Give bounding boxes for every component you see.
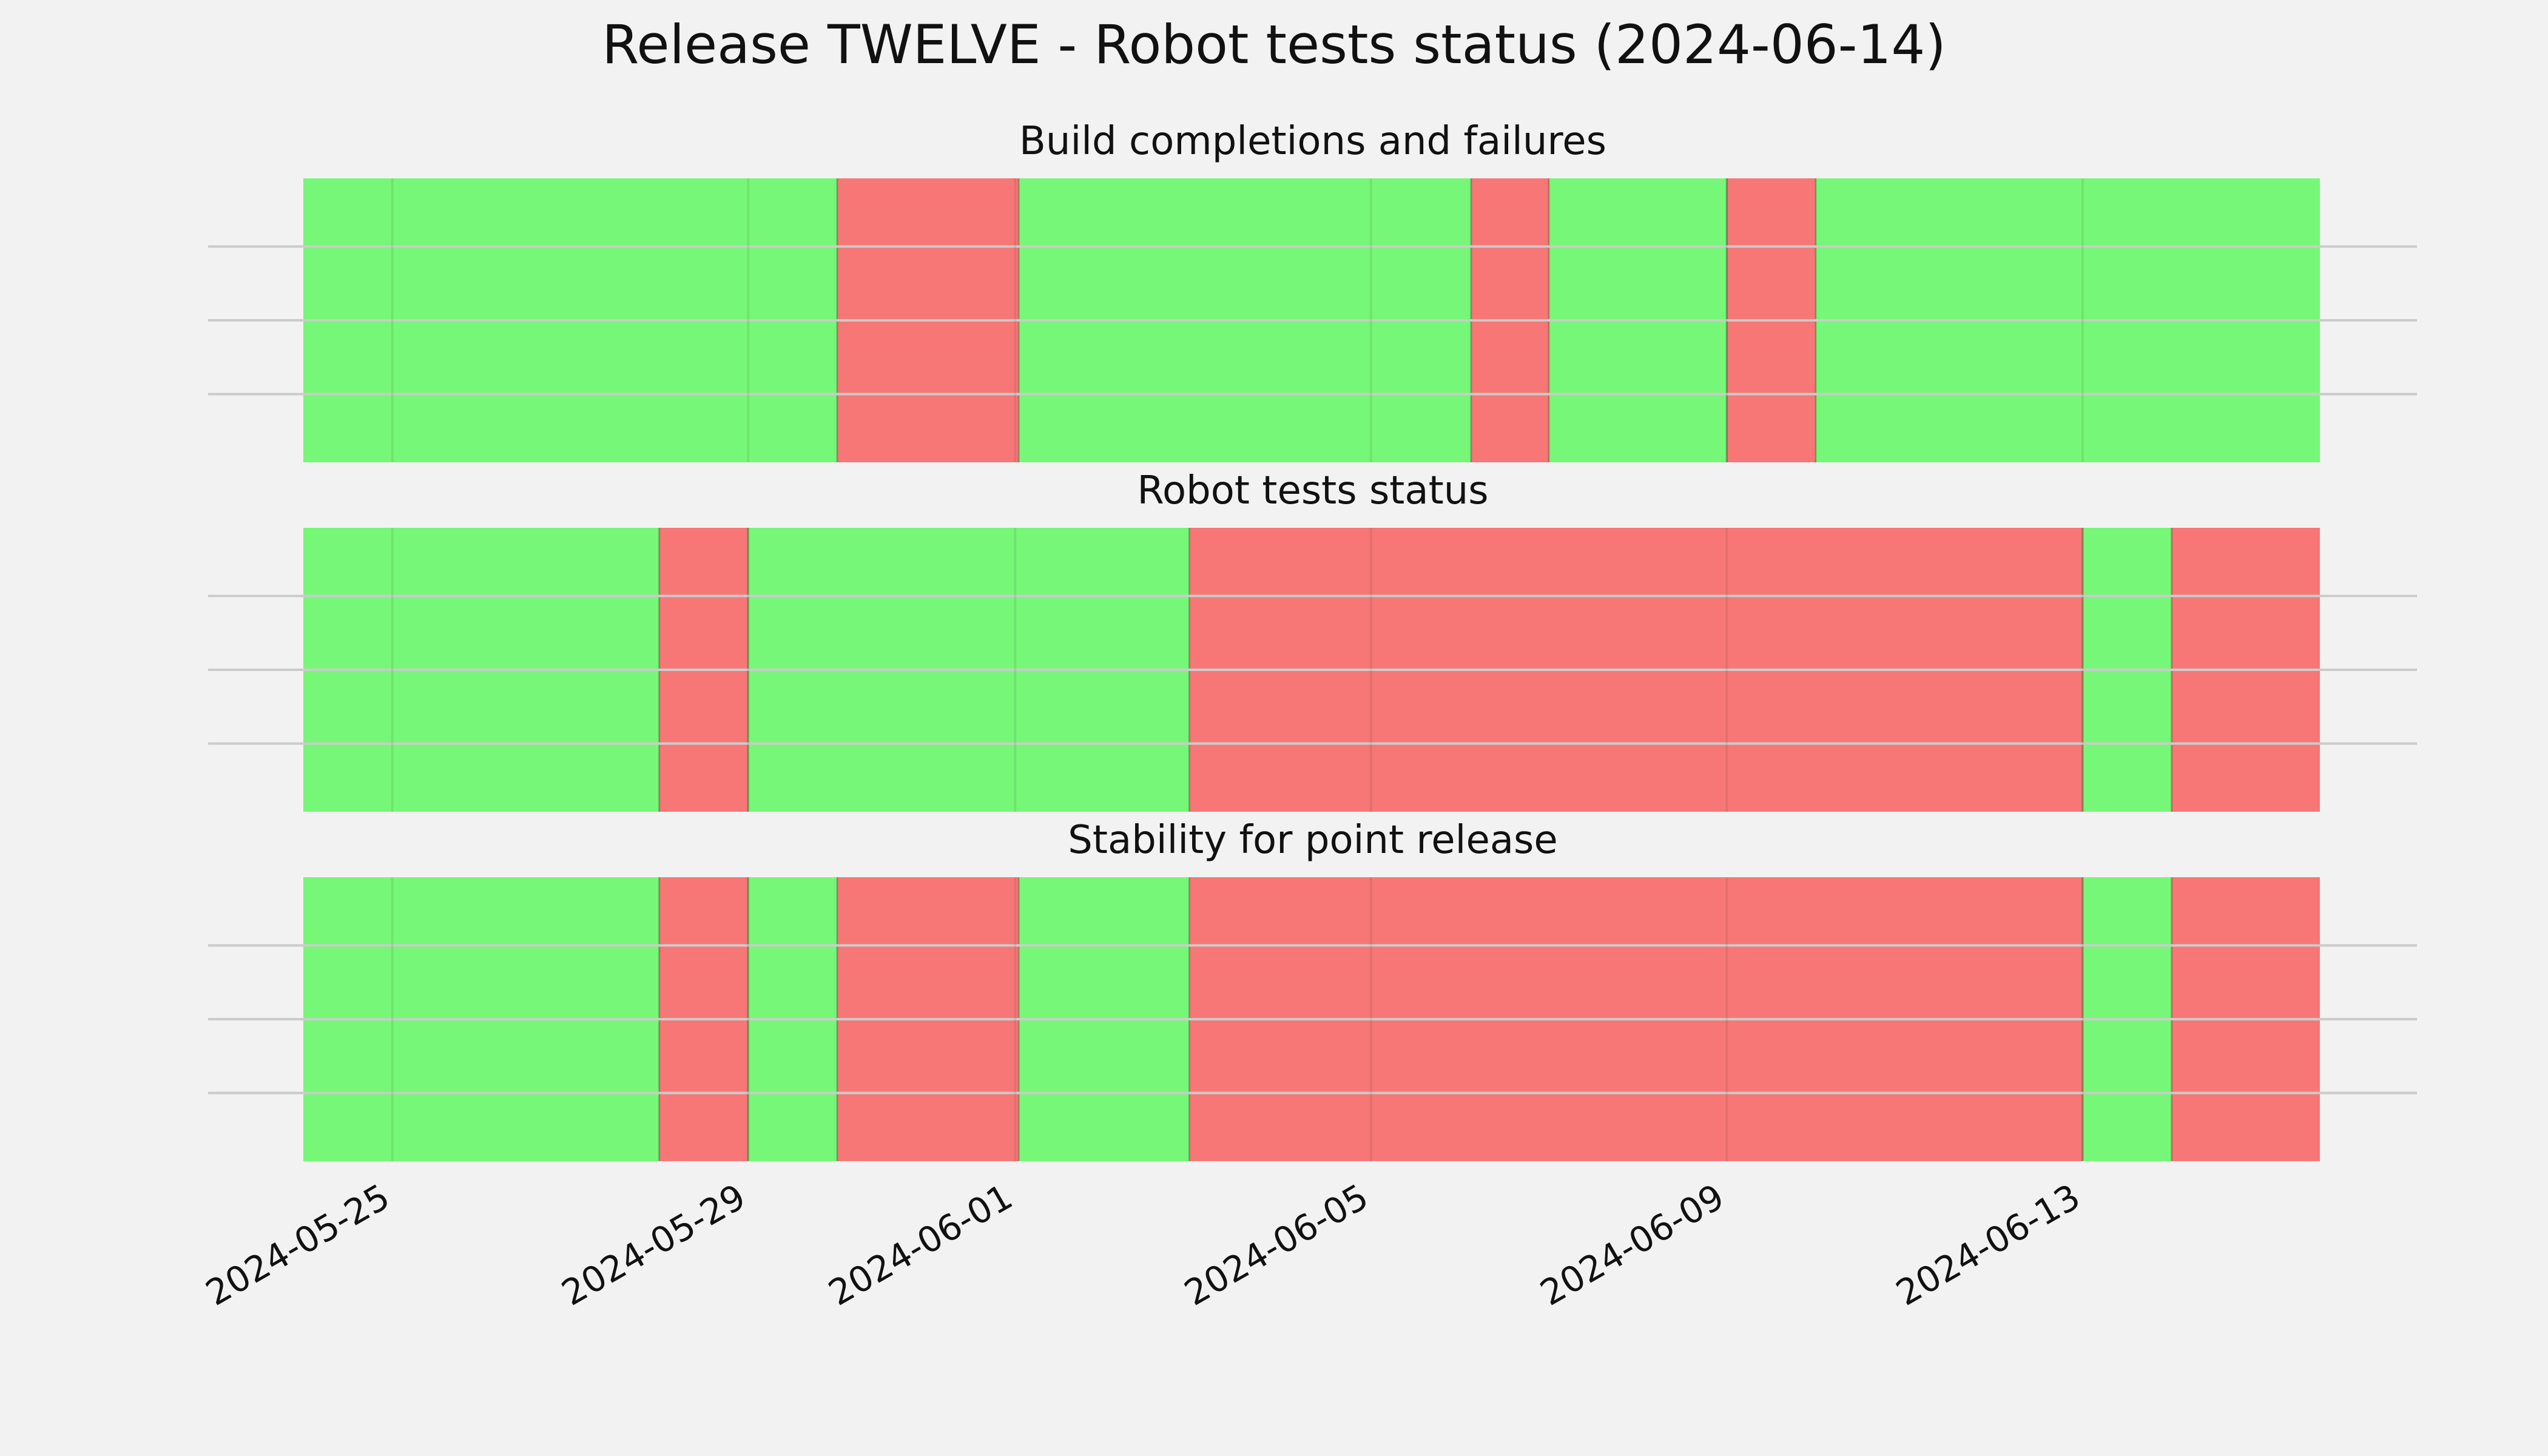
- x-tick-label: 2024-06-05: [1178, 1176, 1375, 1313]
- chart-title: Release TWELVE - Robot tests status (202…: [602, 13, 1946, 76]
- panel-builds: [208, 178, 2417, 462]
- x-tick-label: 2024-05-29: [554, 1176, 752, 1313]
- x-tick-label: 2024-06-09: [1533, 1176, 1731, 1313]
- x-axis: 2024-05-25 2024-05-29 2024-06-01 2024-06-05…: [199, 1176, 2087, 1313]
- panel-title-builds: Build completions and failures: [1019, 119, 1606, 164]
- x-tick-label: 2024-05-25: [199, 1176, 397, 1313]
- panel-title-robot-tests: Robot tests status: [1137, 468, 1488, 513]
- x-tick-label: 2024-06-01: [821, 1176, 1019, 1313]
- panel-robot-tests: [208, 528, 2417, 812]
- panel-stability: [208, 877, 2417, 1161]
- x-tick-label: 2024-06-13: [1889, 1176, 2087, 1313]
- panel-title-stability: Stability for point release: [1068, 818, 1558, 863]
